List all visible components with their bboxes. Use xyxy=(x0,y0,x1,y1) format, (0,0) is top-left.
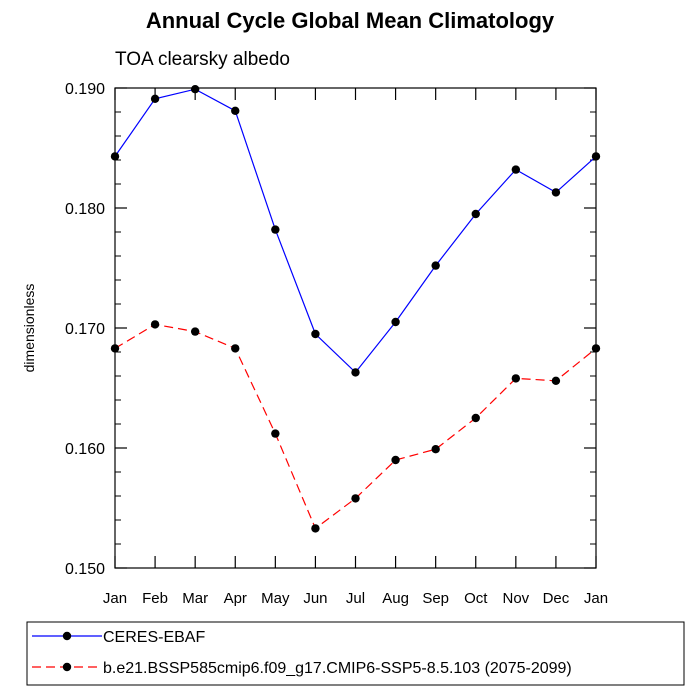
legend-marker xyxy=(62,631,72,641)
data-point xyxy=(471,209,480,219)
data-point xyxy=(271,225,280,234)
data-point xyxy=(551,376,561,385)
chart-title: Annual Cycle Global Mean Climatology xyxy=(145,8,555,33)
legend: CERES-EBAF b.e21.BSSP585cmip6.f09_g17.CMI… xyxy=(26,621,685,686)
data-point xyxy=(231,106,240,116)
legend-label: CERES-EBAF xyxy=(103,629,205,646)
x-tick-label: Oct xyxy=(464,590,488,607)
data-point xyxy=(431,261,440,270)
data-point xyxy=(271,429,280,438)
legend-box xyxy=(26,621,685,686)
data-point xyxy=(391,317,400,327)
data-point xyxy=(150,320,160,329)
x-tick-label: Mar xyxy=(182,590,208,607)
x-tick-label: May xyxy=(261,590,290,607)
y-tick-label: 0.180 xyxy=(65,201,105,218)
y-tick-label: 0.160 xyxy=(65,441,105,458)
x-tick-label: Apr xyxy=(224,590,247,607)
data-point xyxy=(471,413,480,423)
y-tick-label: 0.170 xyxy=(65,321,105,338)
y-tick-label: 0.190 xyxy=(65,81,105,98)
data-point xyxy=(351,494,360,503)
series-2 xyxy=(110,320,601,533)
legend-label: b.e21.BSSP585cmip6.f09_g17.CMIP6-SSP5-8.… xyxy=(103,660,572,677)
x-tick-label: Jun xyxy=(303,590,327,607)
x-tick-label: Jan xyxy=(103,590,127,607)
data-point xyxy=(431,445,440,454)
data-point xyxy=(351,368,360,377)
x-tick-label: Jan xyxy=(584,590,608,607)
data-point xyxy=(311,329,320,339)
x-tick-label: Feb xyxy=(142,590,168,607)
y-tick-labels: 0.150 0.160 0.170 0.180 0.190 xyxy=(65,81,105,578)
x-tick-label: Nov xyxy=(502,590,529,607)
data-point xyxy=(150,94,160,104)
data-point xyxy=(231,344,240,353)
data-point xyxy=(511,165,521,174)
plot-frame xyxy=(114,87,597,569)
series-1 xyxy=(110,85,601,377)
data-point xyxy=(190,85,200,94)
y-axis-label: dimensionless xyxy=(21,284,37,373)
data-point xyxy=(511,374,521,383)
x-tick-label: Dec xyxy=(543,590,570,607)
data-point xyxy=(190,327,200,336)
data-point xyxy=(311,524,320,533)
series-line xyxy=(114,88,597,374)
data-point xyxy=(551,188,561,197)
x-tick-labels: Jan Feb Mar Apr May Jun Jul Aug Sep Oct Nov Dec Jan xyxy=(103,590,608,607)
x-tick-label: Sep xyxy=(422,590,449,607)
x-tick-label: Jul xyxy=(346,590,365,607)
y-tick-label: 0.150 xyxy=(65,561,105,578)
x-tick-label: Aug xyxy=(382,590,409,607)
series-layer xyxy=(110,85,601,533)
chart-subtitle: TOA clearsky albedo xyxy=(115,49,290,70)
data-point xyxy=(391,455,400,465)
legend-marker xyxy=(62,662,72,672)
